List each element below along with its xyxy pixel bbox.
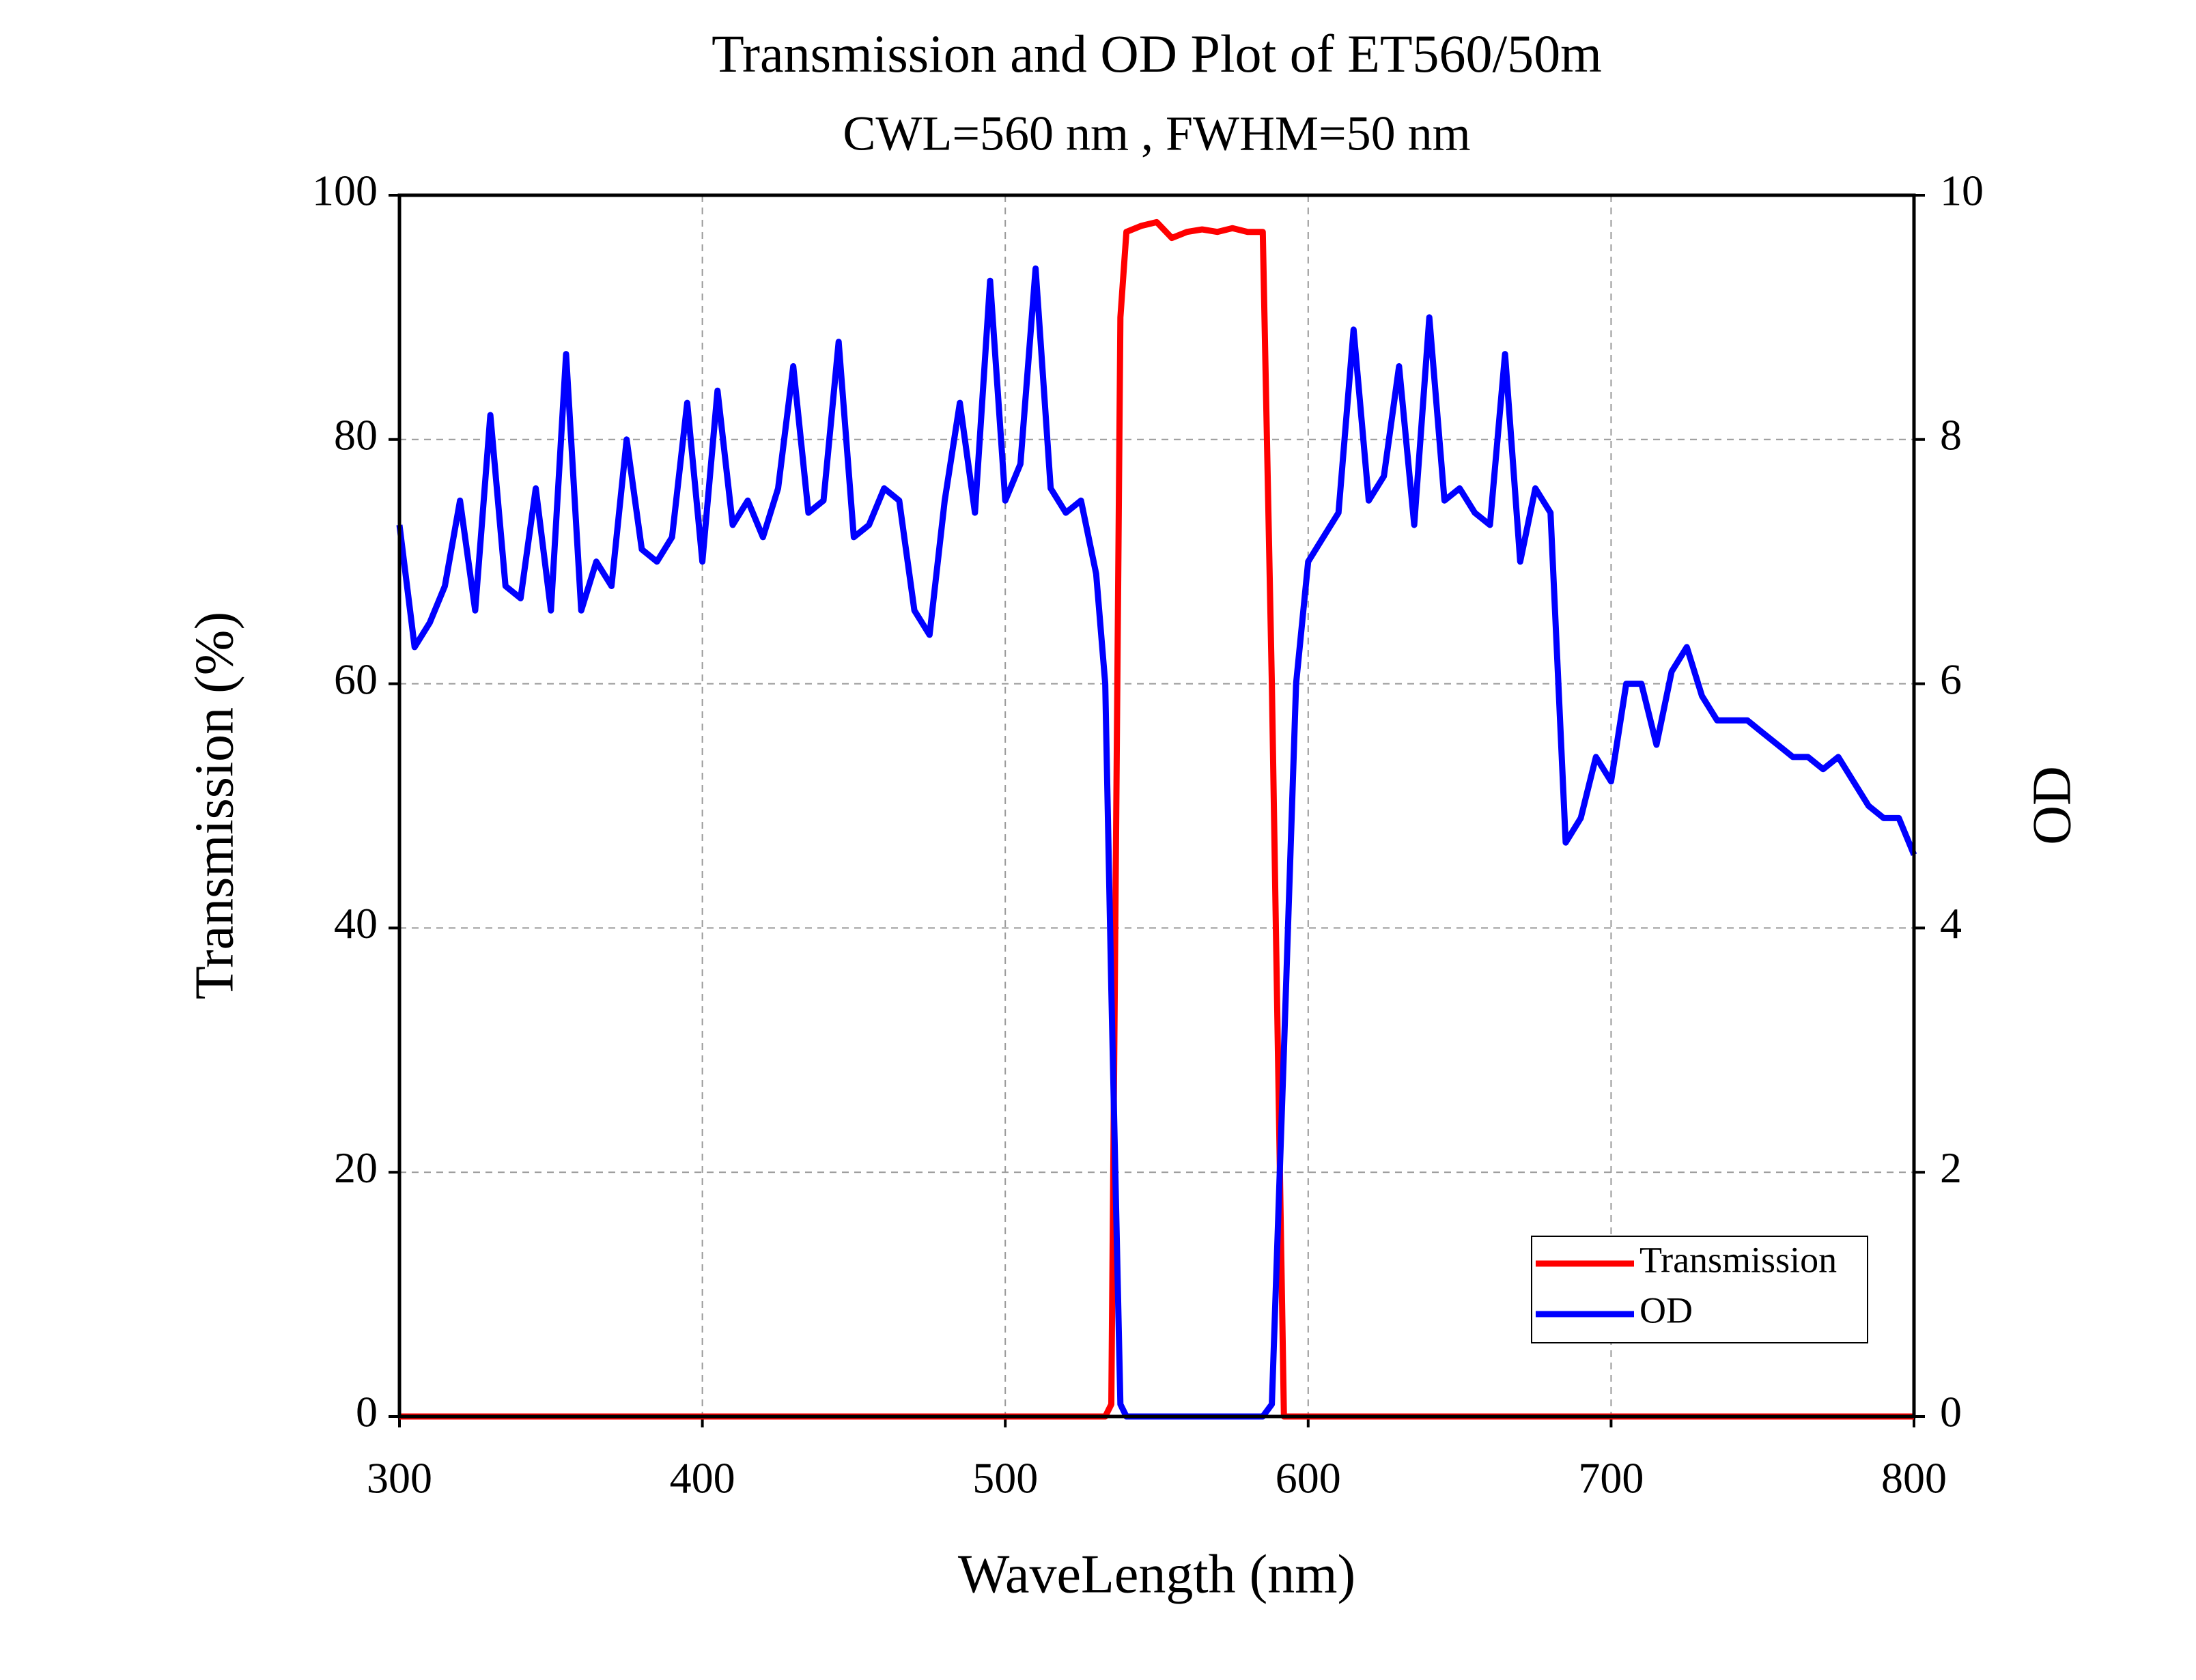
x-axis-label: WaveLength (nm) xyxy=(958,1544,1355,1604)
y-axis-label: Transmission (%) xyxy=(184,612,244,999)
y-tick-label: 100 xyxy=(312,167,378,215)
y-tick-label: 0 xyxy=(356,1388,378,1436)
y2-tick-label: 0 xyxy=(1940,1388,1962,1436)
y2-tick-label: 6 xyxy=(1940,655,1962,703)
legend-box xyxy=(1531,1236,1868,1343)
y2-axis-label: OD xyxy=(2022,766,2082,845)
x-tick-label: 800 xyxy=(1881,1454,1947,1503)
x-tick-label: 500 xyxy=(972,1454,1038,1503)
y2-tick-label: 2 xyxy=(1940,1143,1962,1192)
chart-subtitle: CWL=560 nm , FWHM=50 nm xyxy=(843,106,1470,161)
y-tick-label: 40 xyxy=(334,899,378,948)
y-tick-label: 80 xyxy=(334,410,378,459)
y2-tick-label: 4 xyxy=(1940,899,1962,948)
legend-label: OD xyxy=(1639,1290,1693,1330)
chart-title: Transmission and OD Plot of ET560/50m xyxy=(712,24,1602,83)
x-tick-label: 600 xyxy=(1276,1454,1341,1503)
y2-tick-label: 8 xyxy=(1940,410,1962,459)
legend-label: Transmission xyxy=(1639,1239,1837,1280)
x-tick-label: 300 xyxy=(367,1454,432,1503)
x-tick-label: 400 xyxy=(670,1454,735,1503)
y-tick-label: 20 xyxy=(334,1143,378,1192)
plot-frame xyxy=(397,193,1916,1419)
y-tick-label: 60 xyxy=(334,655,378,703)
x-tick-label: 700 xyxy=(1578,1454,1644,1503)
y2-tick-label: 10 xyxy=(1940,167,1984,215)
